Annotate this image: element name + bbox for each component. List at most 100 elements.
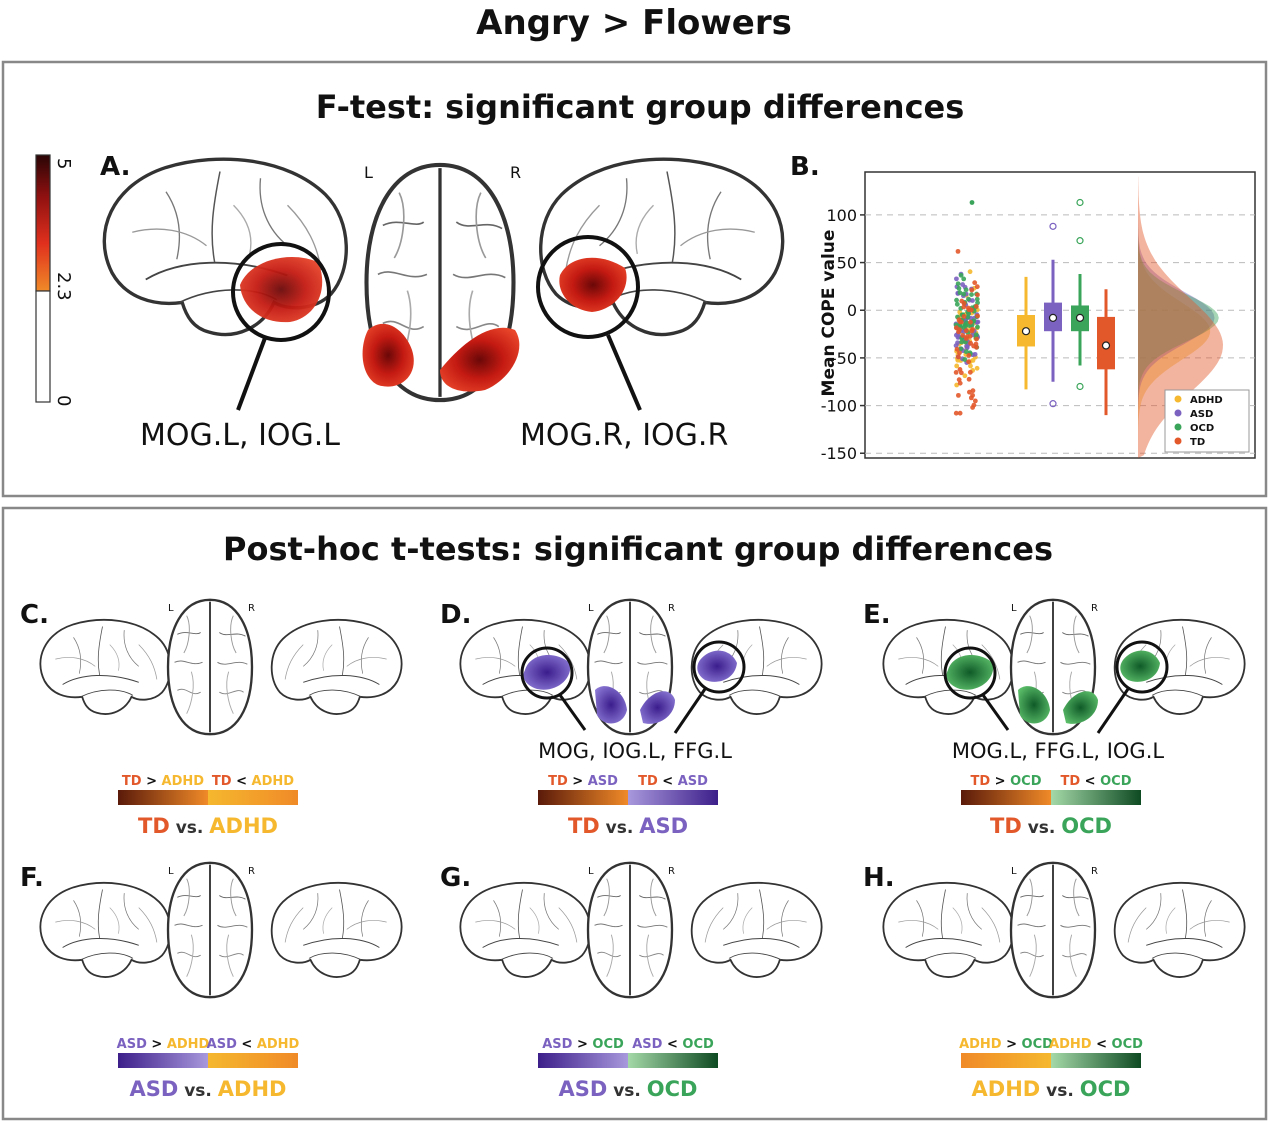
comparison-operator: >: [142, 774, 162, 789]
colorbar: 5 2.3 0: [35, 154, 74, 406]
hemisphere-label-r: R: [668, 603, 675, 614]
comparison-operator: <: [662, 1037, 682, 1052]
density-curve: [1138, 176, 1215, 458]
colorbar-label-greater: TD > ADHD: [122, 774, 204, 789]
box-outlier: [1076, 237, 1084, 245]
brain-top-view: [1009, 861, 1097, 999]
colorbar-right: [628, 1053, 718, 1068]
density-curve: [1138, 176, 1211, 458]
group-label: ADHD: [959, 1037, 1002, 1052]
comparison-operator: >: [568, 774, 588, 789]
group-label: TD: [638, 774, 658, 789]
highlight-circle: [943, 646, 997, 700]
vs-label: vs.: [607, 1081, 647, 1101]
group-label: ASD: [632, 1037, 662, 1052]
posthoc-box: [1, 506, 1268, 1121]
scatter-point: [972, 398, 978, 404]
group-label: TD: [212, 774, 232, 789]
vs-label: vs.: [1022, 818, 1062, 838]
group-label: OCD: [1112, 1037, 1144, 1052]
hemisphere-label-l: L: [1011, 603, 1017, 614]
box-mean-marker: [1021, 327, 1031, 336]
scatter-point: [954, 346, 960, 352]
region-label: MOG, IOG.L, FFG.L: [538, 739, 732, 763]
scatter-point: [975, 313, 980, 319]
colorbar-left: [118, 790, 208, 805]
vs-label: vs.: [178, 1081, 218, 1101]
comparison-title: TD vs. ADHD: [138, 814, 278, 838]
plot-frame: [864, 171, 1256, 459]
brain-right-lateral: [272, 883, 402, 977]
comparison-operator: <: [237, 1037, 257, 1052]
group-label: OCD: [647, 1077, 698, 1101]
colorbar-label-greater: TD > ASD: [548, 774, 618, 789]
vs-label: vs.: [170, 818, 210, 838]
box-mean-marker: [1101, 341, 1111, 350]
scatter-point: [969, 200, 975, 205]
scatter-point: [971, 402, 977, 408]
comparison-operator: >: [990, 774, 1010, 789]
highlight-circle: [692, 640, 746, 694]
brain-left-lateral: [39, 618, 172, 715]
scatter-point: [966, 296, 971, 302]
ftest-box: [1, 60, 1268, 498]
figure-title: Angry > Flowers: [476, 3, 792, 43]
scatter-point: [956, 286, 962, 291]
scatter-point: [960, 333, 966, 338]
colorbar-right: [208, 1053, 298, 1068]
comparison-title: TD vs. OCD: [990, 814, 1112, 838]
comparison-title: TD vs. ASD: [568, 814, 688, 838]
legend-marker: [1174, 409, 1182, 417]
group-label: ASD: [558, 1077, 607, 1101]
region-label-left: MOG.L, IOG.L: [140, 418, 340, 453]
scatter-point: [961, 300, 967, 306]
legend-marker: [1174, 423, 1182, 431]
hemisphere-label-l: L: [168, 603, 174, 614]
scatter-point: [958, 319, 964, 325]
activation-blob: [946, 654, 994, 690]
panel-label-a: A.: [100, 152, 130, 182]
colorbar-label-less: TD < OCD: [1060, 774, 1131, 789]
scatter-point: [967, 269, 973, 275]
scatter-point: [954, 301, 960, 307]
box-outlier: [1076, 198, 1084, 207]
hemisphere-label-l: L: [168, 866, 174, 877]
comparison-title: ASD vs. OCD: [558, 1077, 697, 1101]
scatter-point: [958, 346, 964, 352]
scatter-point: [965, 314, 971, 320]
panel-label-b: B.: [790, 152, 820, 182]
comparison-operator: <: [1092, 1037, 1112, 1052]
brain-left-lateral: [459, 881, 592, 978]
group-label: OCD: [1061, 814, 1112, 838]
density-curve: [1138, 176, 1223, 458]
brain-top-view: [362, 165, 520, 400]
brain-left-lateral: [102, 157, 348, 411]
scatter-point: [971, 343, 976, 349]
colorbar-left: [961, 1053, 1051, 1068]
group-label: OCD: [682, 1037, 714, 1052]
hemisphere-label-r: R: [510, 163, 521, 182]
y-tick-label: -50: [831, 349, 857, 368]
pointer-line: [981, 694, 1010, 731]
colorbar-left: [538, 1053, 628, 1068]
colorbar-label-less: ADHD < OCD: [1049, 1037, 1143, 1052]
group-label: ASD: [129, 1077, 178, 1101]
scatter-point: [963, 349, 969, 355]
panel-label: H.: [863, 863, 895, 893]
scatter-point: [970, 298, 975, 303]
colorbar-tick-threshold: 2.3: [53, 272, 74, 301]
scatter-point: [957, 410, 963, 416]
legend-marker: [1174, 395, 1182, 403]
colorbar-label-less: TD < ADHD: [212, 774, 294, 789]
colorbar-label-greater: ASD > ADHD: [117, 1037, 210, 1052]
hemisphere-label-r: R: [248, 866, 255, 877]
panel-label: G.: [440, 863, 471, 893]
colorbar-label-less: ASD < OCD: [632, 1037, 714, 1052]
group-label: OCD: [592, 1037, 624, 1052]
y-tick-label: -150: [821, 444, 857, 463]
scatter-point: [974, 284, 980, 290]
group-label: ADHD: [162, 774, 205, 789]
y-tick-label: 50: [837, 254, 857, 273]
